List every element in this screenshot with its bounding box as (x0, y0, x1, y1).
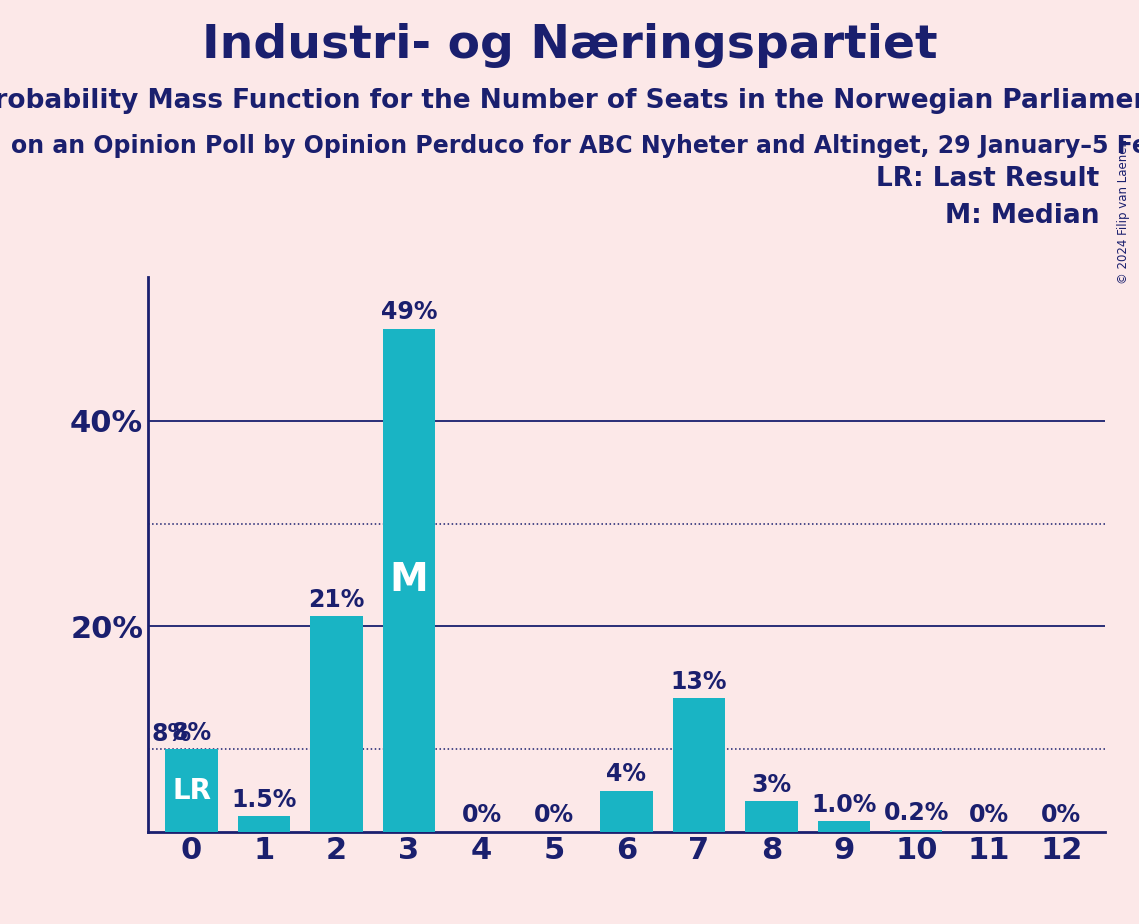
Text: 0%: 0% (969, 804, 1009, 828)
Text: Probability Mass Function for the Number of Seats in the Norwegian Parliament: Probability Mass Function for the Number… (0, 88, 1139, 114)
Text: LR: Last Result: LR: Last Result (876, 166, 1099, 192)
Text: Industri- og Næringspartiet: Industri- og Næringspartiet (202, 23, 937, 68)
Bar (600, 791, 653, 832)
Text: M: M (390, 561, 428, 599)
Text: © 2024 Filip van Laenen: © 2024 Filip van Laenen (1117, 139, 1130, 284)
Text: 8%: 8% (172, 722, 212, 746)
Text: on an Opinion Poll by Opinion Perduco for ABC Nyheter and Altinget, 29 January–5: on an Opinion Poll by Opinion Perduco fo… (11, 134, 1139, 158)
Text: 49%: 49% (380, 300, 437, 324)
Bar (383, 329, 435, 832)
Bar (891, 830, 942, 832)
Text: 3%: 3% (752, 772, 792, 796)
Text: 8%: 8% (151, 723, 191, 747)
Bar (238, 816, 290, 832)
Text: 0%: 0% (1041, 804, 1081, 828)
Text: LR: LR (172, 776, 211, 805)
Text: 13%: 13% (671, 670, 727, 694)
Bar (311, 616, 362, 832)
Bar (165, 749, 218, 832)
Text: 0%: 0% (534, 804, 574, 828)
Text: 1.5%: 1.5% (231, 788, 297, 812)
Bar (673, 699, 726, 832)
Text: 4%: 4% (606, 762, 647, 786)
Text: 0.2%: 0.2% (884, 801, 949, 825)
Text: M: Median: M: Median (944, 203, 1099, 229)
Text: 0%: 0% (461, 804, 501, 828)
Text: 21%: 21% (309, 588, 364, 612)
Text: 1.0%: 1.0% (811, 793, 877, 817)
Bar (818, 821, 870, 832)
Bar (745, 801, 797, 832)
